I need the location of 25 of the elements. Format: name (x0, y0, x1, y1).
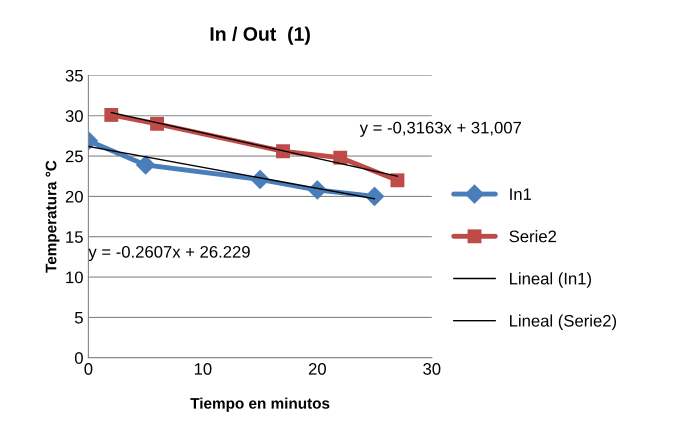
x-tick-label: 30 (423, 363, 440, 375)
x-tick-label: 0 (84, 363, 92, 375)
point (390, 173, 404, 188)
y-tick-label: 25 (66, 150, 83, 162)
annotation: y = -0.2607x + 26.229 (88, 246, 250, 262)
legend-label: Lineal (Serie2) (510, 314, 616, 330)
legend-label: In1 (510, 188, 532, 200)
x-tick-label: 10 (194, 363, 212, 375)
point (104, 108, 118, 122)
point (136, 155, 156, 174)
y-tick-label: 35 (66, 70, 83, 82)
chart-title: In / Out (1) (210, 26, 310, 45)
legend-label: Lineal (In1) (510, 272, 592, 288)
y-tick-label: 10 (66, 271, 83, 284)
y-tick-label: 30 (66, 110, 83, 122)
x-tick-label: 20 (308, 363, 326, 375)
y-tick-label: 0 (74, 352, 83, 364)
y-axis-title: Temperatura °C (46, 160, 60, 273)
point (365, 186, 384, 206)
y-tick-label: 5 (74, 312, 83, 324)
annotation: y = -0,3163x + 31,007 (360, 122, 522, 137)
y-tick-label: 20 (66, 190, 83, 203)
x-axis-title: Tiempo en minutos (190, 398, 330, 412)
y-tick-label: 15 (66, 231, 83, 243)
legend-label: Serie2 (509, 230, 556, 242)
